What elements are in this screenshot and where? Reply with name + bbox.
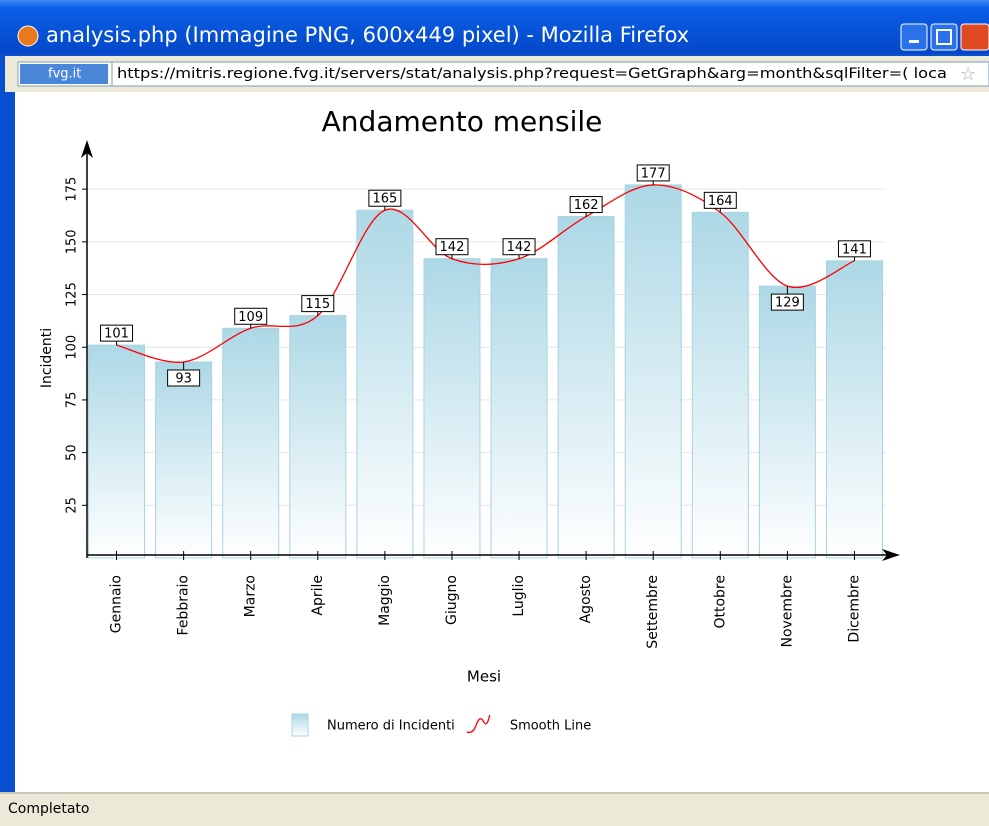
close-button[interactable] bbox=[960, 23, 989, 51]
value-label-box bbox=[301, 295, 335, 313]
x-tick-label: Ottobre bbox=[712, 575, 728, 629]
bar bbox=[356, 209, 414, 559]
bar bbox=[222, 327, 280, 559]
value-label-box bbox=[770, 293, 804, 311]
value-label: 141 bbox=[842, 242, 867, 257]
y-tick-label: 25 bbox=[65, 497, 80, 514]
value-label: 164 bbox=[708, 194, 733, 209]
x-tick-label: Giugno bbox=[444, 575, 460, 625]
chart: Andamento mensile 25 50 75 100 125 150 175 101 93… bbox=[39, 105, 900, 737]
bar bbox=[155, 361, 213, 559]
bookmark-star[interactable]: ☆ bbox=[960, 64, 976, 85]
value-label-box bbox=[636, 164, 670, 182]
bar bbox=[423, 258, 481, 559]
value-label-box bbox=[100, 324, 134, 342]
maximize-icon bbox=[936, 29, 952, 45]
value-label-box bbox=[435, 238, 469, 256]
x-tick-label: Luglio bbox=[511, 575, 527, 617]
minimize-icon bbox=[909, 40, 919, 43]
legend-label: Numero di Incidenti bbox=[327, 719, 455, 734]
url-text: https://mitris.regione.fvg.it/servers/st… bbox=[117, 66, 947, 82]
bar bbox=[691, 211, 749, 559]
value-label-box bbox=[167, 369, 201, 387]
value-label-box bbox=[837, 240, 871, 258]
value-label: 93 bbox=[175, 371, 192, 386]
status-text: Completato bbox=[8, 801, 90, 817]
value-label: 177 bbox=[641, 166, 666, 181]
x-tick-label: Agosto bbox=[578, 575, 594, 623]
x-tick-label: Aprile bbox=[310, 575, 326, 616]
y-tick-label: 150 bbox=[65, 229, 80, 254]
y-tick-label: 100 bbox=[65, 335, 80, 360]
y-tick-label: 75 bbox=[65, 392, 80, 409]
value-label-box bbox=[569, 196, 603, 214]
x-tick-label: Novembre bbox=[779, 575, 795, 648]
value-label: 129 bbox=[775, 296, 800, 311]
value-label-box bbox=[703, 191, 737, 209]
site-name: fvg.it bbox=[48, 67, 81, 82]
bar bbox=[490, 258, 548, 559]
value-label: 162 bbox=[574, 198, 599, 213]
value-label: 165 bbox=[372, 192, 397, 207]
x-tick-label: Marzo bbox=[243, 575, 259, 617]
legend-swatch bbox=[291, 713, 309, 737]
bar bbox=[289, 315, 347, 559]
x-tick-label: Gennaio bbox=[109, 575, 125, 633]
value-label: 115 bbox=[305, 297, 330, 312]
maximize-button[interactable] bbox=[930, 23, 958, 51]
firefox-icon bbox=[17, 25, 39, 47]
x-tick-label: Febbraio bbox=[176, 575, 192, 635]
value-label: 101 bbox=[104, 327, 129, 342]
site-badge bbox=[20, 64, 108, 84]
x-tick-label: Settembre bbox=[645, 575, 661, 649]
bar bbox=[88, 344, 146, 559]
status-bar bbox=[0, 792, 989, 826]
bar bbox=[758, 285, 816, 559]
y-tick-label: 175 bbox=[65, 177, 80, 202]
title-bar bbox=[0, 0, 989, 54]
value-label: 109 bbox=[238, 310, 263, 325]
url-field[interactable] bbox=[111, 61, 989, 87]
chart-title: Andamento mensile bbox=[322, 105, 603, 138]
y-arrow bbox=[81, 140, 93, 158]
value-label-box bbox=[502, 238, 536, 256]
bar bbox=[825, 260, 883, 559]
x-arrow bbox=[882, 549, 900, 561]
minimize-button[interactable] bbox=[900, 23, 928, 51]
y-tick-label: 50 bbox=[65, 444, 80, 461]
value-label-box bbox=[234, 307, 268, 325]
x-tick-label: Maggio bbox=[377, 575, 393, 626]
x-tick-label: Dicembre bbox=[846, 575, 862, 643]
y-tick-label: 125 bbox=[65, 282, 80, 307]
x-axis-title: Mesi bbox=[467, 668, 501, 686]
legend-line bbox=[466, 714, 491, 734]
value-label: 142 bbox=[507, 240, 532, 255]
value-label-box bbox=[368, 189, 402, 207]
bar bbox=[557, 216, 615, 559]
window-title: analysis.php (Immagine PNG, 600x449 pixe… bbox=[46, 23, 689, 47]
bar bbox=[624, 184, 682, 559]
value-label: 142 bbox=[440, 240, 465, 255]
legend-label: Smooth Line bbox=[510, 719, 591, 734]
y-axis-title: Incidenti bbox=[39, 328, 55, 388]
smooth-line bbox=[116, 184, 855, 363]
